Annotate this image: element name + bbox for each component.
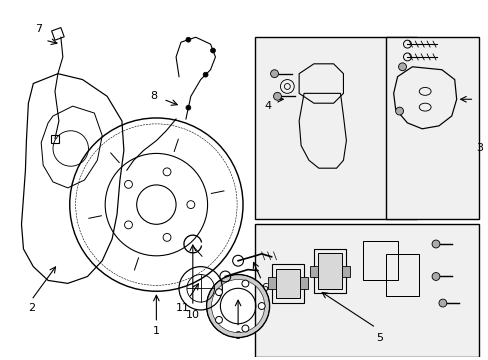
Text: 2: 2: [28, 303, 35, 313]
Text: 11: 11: [176, 303, 189, 313]
Text: 8: 8: [149, 91, 157, 101]
Circle shape: [124, 221, 132, 229]
Circle shape: [431, 273, 439, 280]
Circle shape: [438, 299, 446, 307]
Circle shape: [124, 180, 132, 188]
Text: 6: 6: [261, 283, 267, 293]
Bar: [267, 278, 275, 289]
Circle shape: [398, 63, 406, 71]
Circle shape: [242, 325, 248, 332]
Circle shape: [186, 201, 194, 208]
Circle shape: [203, 72, 208, 77]
Text: 4: 4: [264, 101, 271, 111]
Text: 9: 9: [234, 330, 241, 341]
Circle shape: [215, 316, 222, 323]
Circle shape: [431, 240, 439, 248]
Circle shape: [185, 105, 190, 110]
Bar: [51, 135, 59, 143]
Wedge shape: [206, 275, 269, 338]
Text: 5: 5: [376, 333, 383, 343]
Circle shape: [163, 168, 171, 176]
Polygon shape: [275, 269, 300, 298]
Polygon shape: [317, 253, 342, 289]
Circle shape: [273, 93, 281, 100]
Circle shape: [215, 289, 222, 296]
Text: 1: 1: [153, 326, 160, 336]
Bar: [52, 28, 64, 40]
Bar: [385, 37, 478, 219]
Text: 7: 7: [35, 24, 41, 34]
Circle shape: [163, 233, 171, 241]
Bar: [254, 37, 416, 219]
Circle shape: [395, 107, 403, 115]
Bar: [300, 278, 307, 289]
Text: 10: 10: [185, 310, 200, 320]
Bar: [342, 266, 349, 278]
Circle shape: [185, 37, 190, 42]
Circle shape: [242, 280, 248, 287]
Bar: [254, 224, 478, 357]
Circle shape: [258, 302, 264, 310]
Text: 3: 3: [475, 144, 482, 153]
Bar: [309, 266, 317, 278]
Circle shape: [270, 70, 278, 78]
Circle shape: [210, 48, 215, 53]
